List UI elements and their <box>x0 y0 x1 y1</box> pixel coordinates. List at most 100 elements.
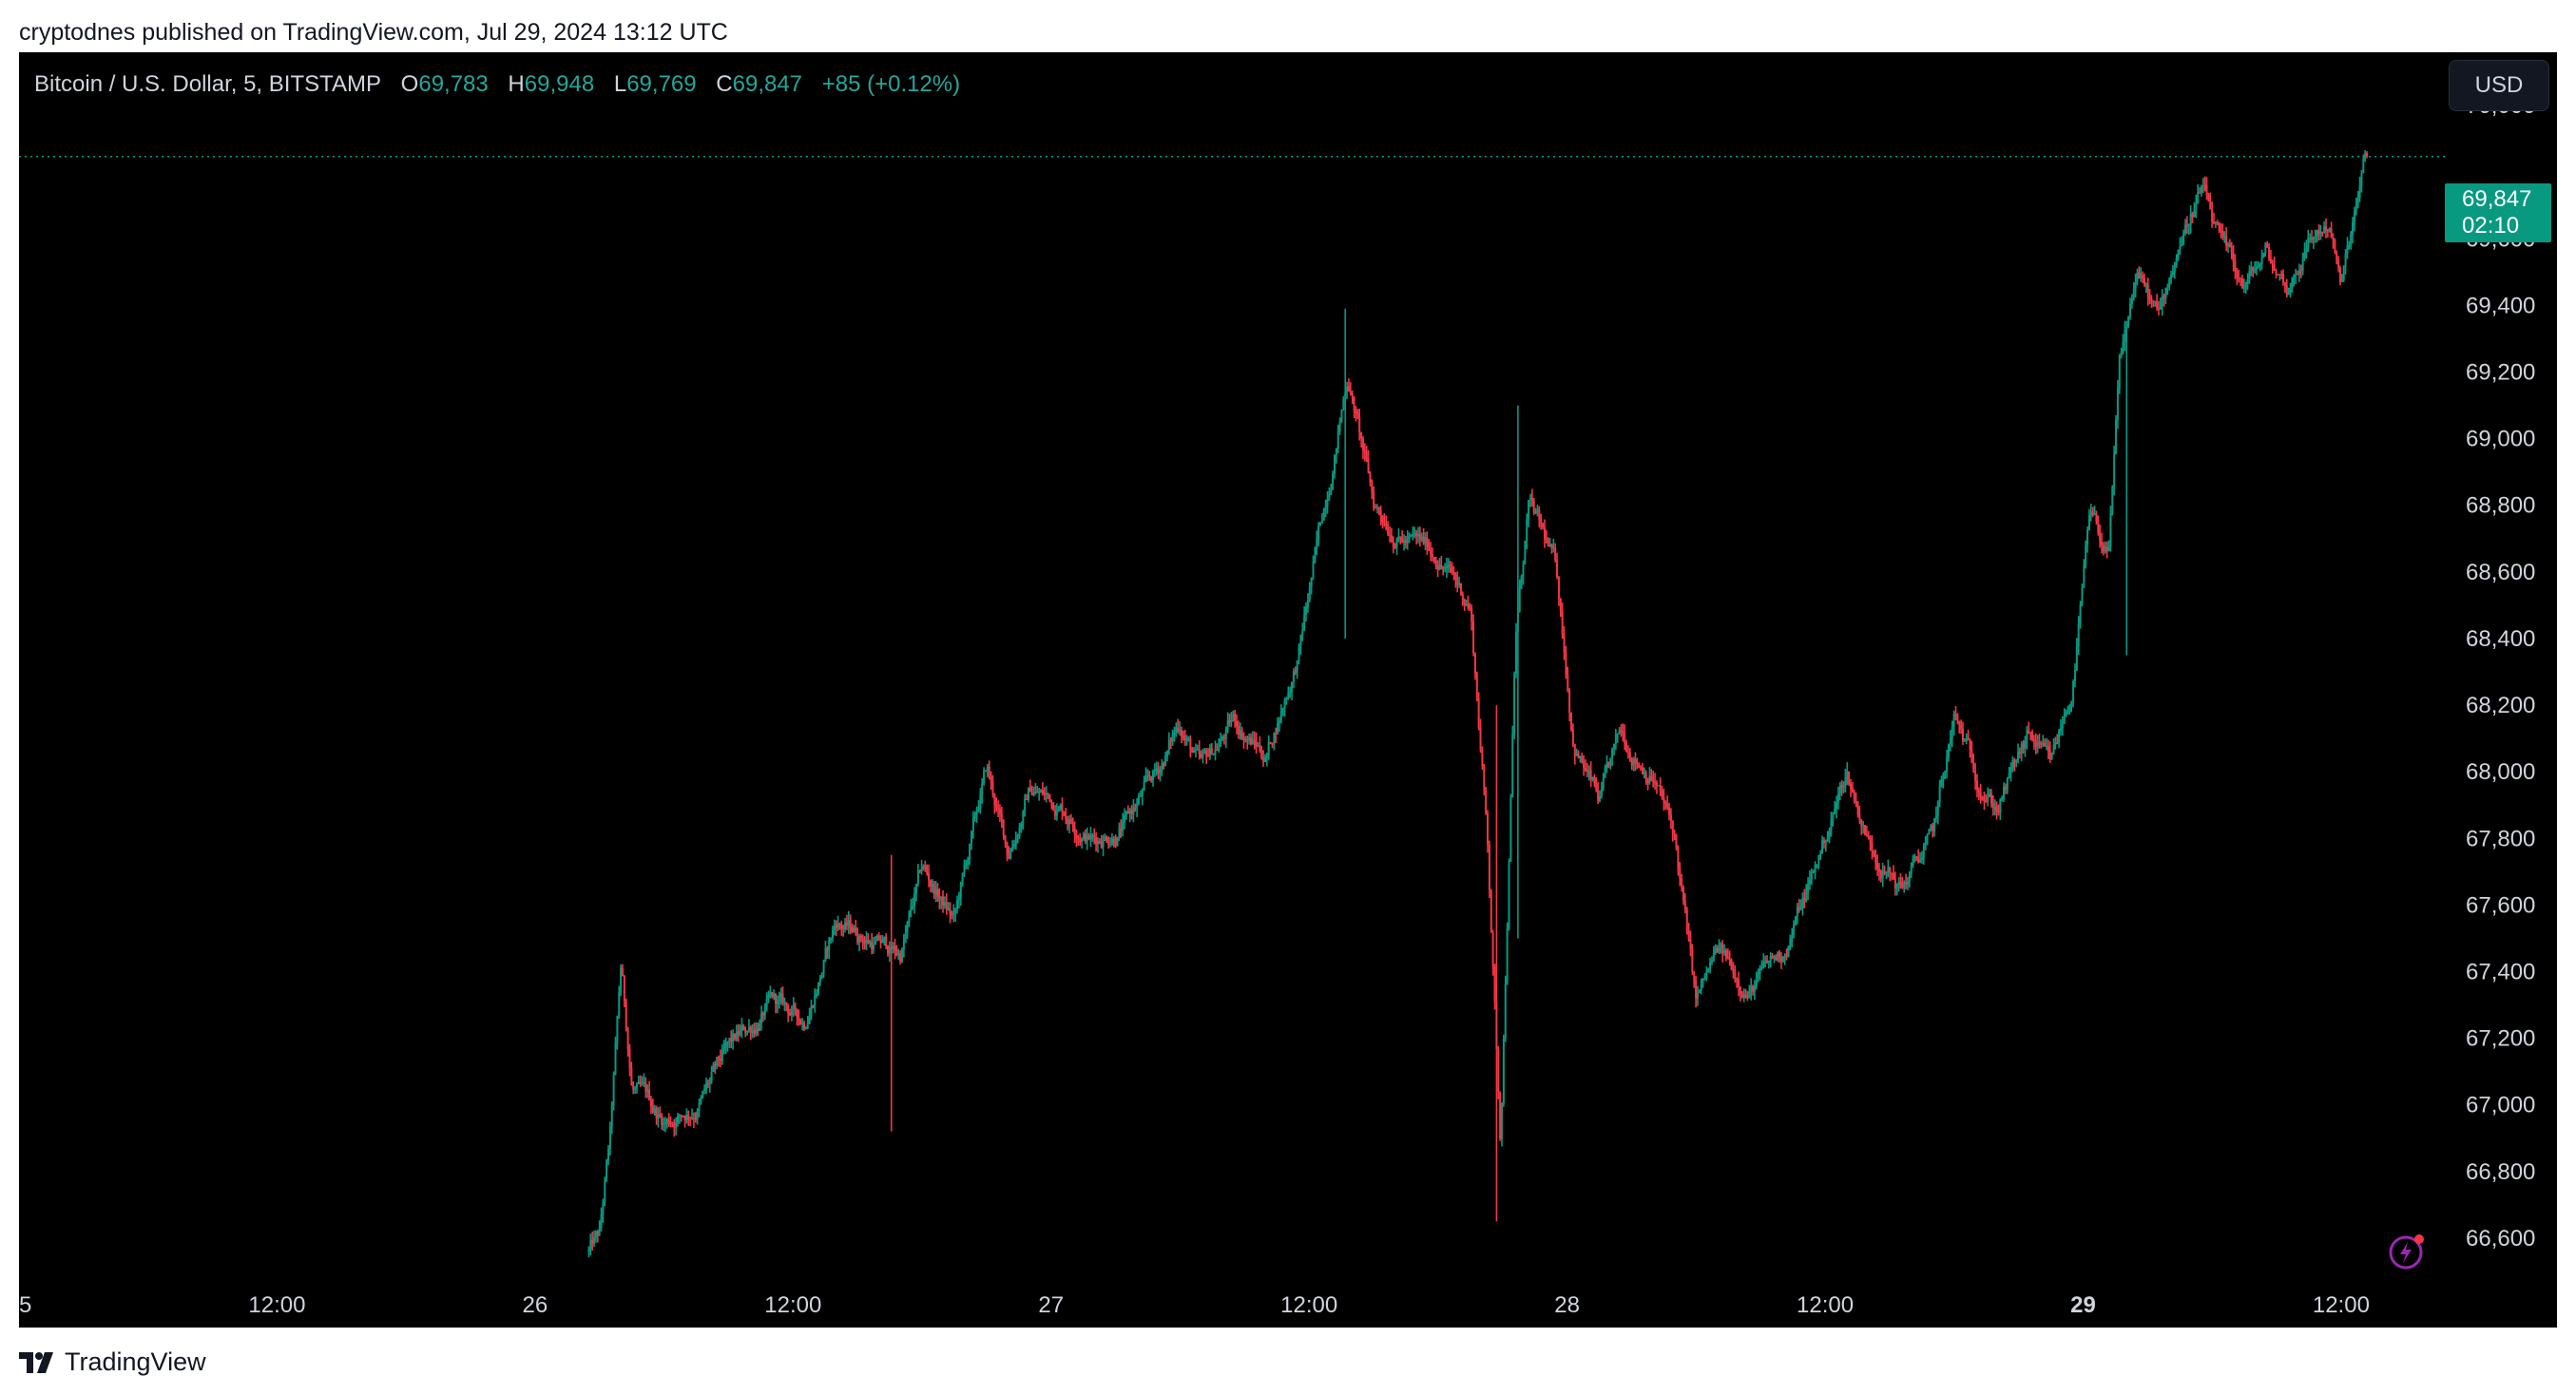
candle-body <box>1375 507 1377 509</box>
candle-body <box>853 927 855 932</box>
candle-body <box>1084 833 1086 842</box>
candle-body <box>2054 742 2057 746</box>
candle-body <box>1333 454 1336 474</box>
candle-body <box>1920 857 1923 860</box>
candle-body <box>1262 758 1265 762</box>
candle-body <box>1671 821 1674 835</box>
currency-button[interactable]: USD <box>2449 60 2549 111</box>
candle-body <box>2264 243 2267 254</box>
candle-body <box>1622 731 1624 735</box>
tradingview-logo[interactable]: TradingView <box>19 1347 206 1377</box>
candle-body <box>1251 739 1254 745</box>
candle-body <box>2364 153 2367 160</box>
candle-body <box>2052 745 2055 755</box>
candle-body <box>2287 293 2290 296</box>
candle-body <box>2001 798 2004 800</box>
candle-body <box>824 947 827 961</box>
candle-body <box>593 1237 596 1245</box>
candle-body <box>1303 615 1306 630</box>
candle-body <box>897 953 900 955</box>
candle-body <box>1488 844 1490 890</box>
candle-body <box>1067 819 1069 825</box>
candle-body <box>1191 749 1194 754</box>
candle-body <box>1693 971 1696 981</box>
candle-body <box>877 935 880 940</box>
candle-body <box>1799 908 1802 910</box>
candle-body <box>2326 230 2329 232</box>
candle-body <box>1851 788 1854 793</box>
candle-body <box>1865 834 1868 836</box>
candle-body <box>2024 740 2027 749</box>
candle-body <box>1305 606 1308 616</box>
candle-body <box>1887 867 1890 872</box>
candle-body <box>1390 535 1393 543</box>
candle-body <box>1487 813 1490 845</box>
candle-body <box>1483 766 1486 789</box>
candle-body <box>833 925 836 931</box>
candle-body <box>1908 873 1911 882</box>
candle-body <box>1791 935 1794 939</box>
candle-body <box>2316 230 2318 237</box>
candle-body <box>1789 938 1792 946</box>
candle-body <box>1604 768 1606 778</box>
candle-body <box>826 947 829 950</box>
candle-body <box>1779 957 1782 962</box>
candle-body <box>1063 812 1066 816</box>
candle-body <box>1901 886 1904 889</box>
candle-body <box>1319 522 1322 526</box>
candle-body <box>816 993 818 997</box>
candle-body <box>2280 274 2283 276</box>
lightning-icon[interactable] <box>2388 1231 2428 1271</box>
candle-body <box>1283 699 1286 709</box>
candlestick-chart[interactable]: 70,00069,60069,40069,20069,00068,80068,6… <box>19 52 2557 1328</box>
candle-body <box>956 899 959 909</box>
candle-body <box>1472 621 1475 654</box>
candle-body <box>1301 629 1304 636</box>
candle-body <box>2150 298 2153 301</box>
candle-body <box>1557 577 1560 600</box>
candle-body <box>677 1116 680 1122</box>
open-label: O <box>400 71 419 97</box>
symbol-title[interactable]: Bitcoin / U.S. Dollar, 5, BITSTAMP <box>34 71 381 97</box>
candle-body <box>1096 840 1099 845</box>
candle-body <box>1281 708 1284 712</box>
candle-body <box>1105 836 1108 842</box>
close-label: C <box>716 71 733 97</box>
candle-body <box>1705 971 1708 978</box>
candle-body <box>812 1005 815 1007</box>
candle-body <box>2102 545 2105 552</box>
candle-body <box>2242 287 2245 289</box>
candle-body <box>1310 577 1313 587</box>
candle-body <box>1975 780 1978 791</box>
candle-body <box>1991 802 1994 809</box>
candle-body <box>2271 263 2274 265</box>
candle-body <box>789 1012 792 1016</box>
candle-body <box>761 1013 764 1016</box>
time-tick-label: 12:00 <box>2313 1292 2370 1318</box>
chart-panel[interactable]: 70,00069,60069,40069,20069,00068,80068,6… <box>19 52 2557 1328</box>
candle-body <box>1664 802 1667 804</box>
candle-body <box>2018 752 2021 755</box>
candle-body <box>1220 738 1222 747</box>
candle-body <box>1940 779 1943 787</box>
candle-body <box>634 1088 637 1090</box>
candle-body <box>1428 546 1431 551</box>
candle-body <box>2366 153 2369 157</box>
candle-body <box>2089 511 2092 516</box>
candle-body <box>1600 788 1603 796</box>
candle-body <box>1536 510 1539 512</box>
candle-body <box>625 1001 627 1029</box>
candle-body <box>1179 730 1182 732</box>
price-tick-label: 69,400 <box>2466 293 2535 318</box>
candle-body <box>796 1008 798 1018</box>
candle-body <box>799 1020 802 1024</box>
candle-body <box>1377 507 1380 512</box>
candle-body <box>1805 891 1808 902</box>
candle-body <box>661 1115 663 1125</box>
candle-body <box>1438 564 1441 570</box>
candle-body <box>621 967 624 977</box>
candle-body <box>746 1030 749 1033</box>
candle-body <box>1383 522 1386 524</box>
candle-body <box>1107 841 1110 845</box>
candle-body <box>2038 742 2041 744</box>
